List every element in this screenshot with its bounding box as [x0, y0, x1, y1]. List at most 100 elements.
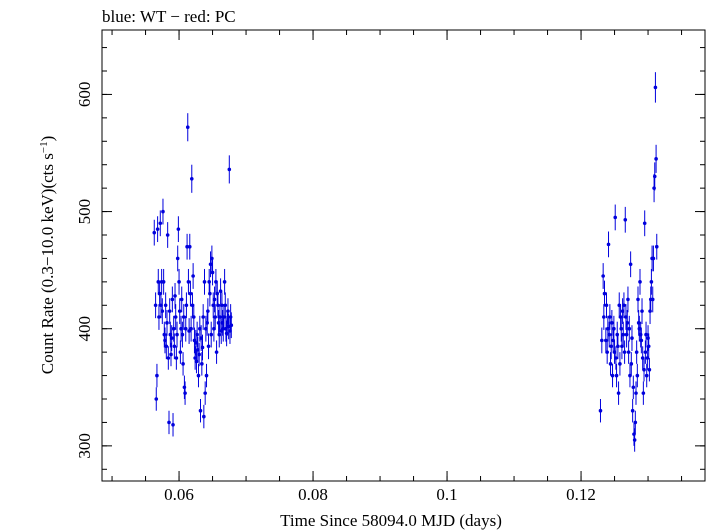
data-point — [154, 387, 159, 411]
data-marker — [155, 227, 160, 231]
data-point — [165, 222, 170, 248]
data-marker — [654, 157, 658, 161]
data-marker — [630, 336, 634, 340]
data-point — [208, 280, 212, 307]
data-marker — [162, 332, 167, 337]
data-marker — [186, 280, 191, 284]
data-point — [610, 363, 615, 388]
data-point — [177, 268, 181, 295]
data-marker — [200, 345, 205, 350]
data-marker — [601, 274, 605, 278]
data-point — [625, 309, 630, 336]
data-marker — [647, 367, 652, 372]
data-marker — [227, 167, 232, 172]
data-marker — [652, 186, 656, 190]
data-marker — [618, 362, 622, 366]
data-marker — [215, 291, 220, 296]
data-marker — [618, 315, 623, 319]
data-marker — [171, 422, 175, 427]
data-marker — [198, 408, 203, 413]
data-point — [614, 346, 618, 370]
data-point — [630, 325, 634, 351]
data-marker — [191, 274, 195, 278]
data-point — [161, 198, 165, 225]
data-point — [160, 298, 165, 325]
data-marker — [649, 280, 654, 284]
data-marker — [182, 385, 187, 390]
data-point — [157, 304, 161, 330]
data-point — [602, 280, 607, 307]
data-point — [210, 259, 215, 286]
data-marker — [610, 373, 615, 378]
data-point — [161, 268, 166, 295]
data-point — [604, 292, 609, 319]
data-point — [605, 340, 609, 364]
data-marker — [152, 230, 157, 235]
data-marker — [175, 256, 180, 261]
data-marker — [166, 356, 171, 360]
data-point — [209, 321, 214, 348]
data-point — [644, 363, 649, 388]
data-marker — [207, 280, 211, 284]
data-point — [155, 216, 160, 243]
data-marker — [157, 315, 161, 319]
data-point — [654, 144, 658, 173]
data-point — [187, 318, 191, 344]
data-point — [621, 321, 626, 348]
data-marker — [229, 323, 234, 328]
data-marker — [191, 315, 196, 319]
data-marker — [177, 309, 182, 313]
data-point — [164, 333, 169, 360]
data-point — [631, 375, 636, 399]
data-point — [189, 315, 193, 342]
data-point — [608, 352, 613, 376]
data-marker — [154, 397, 159, 401]
data-point — [641, 381, 646, 405]
data-marker — [210, 270, 215, 275]
data-marker — [612, 326, 616, 331]
data-point — [614, 363, 619, 388]
data-point — [638, 268, 642, 295]
data-marker — [634, 391, 638, 395]
data-point — [184, 292, 189, 319]
plot-axes — [101, 29, 706, 482]
data-point — [216, 292, 220, 319]
data-marker — [203, 391, 207, 395]
data-marker — [155, 373, 159, 378]
data-point — [174, 346, 179, 370]
data-point — [152, 219, 157, 246]
data-marker — [209, 332, 214, 337]
y-tick-labels: 300 400 500 600 — [75, 82, 94, 459]
data-point — [183, 381, 187, 405]
data-marker — [614, 373, 619, 378]
data-point — [651, 245, 656, 272]
data-marker — [626, 350, 631, 354]
data-marker — [173, 294, 177, 298]
data-point — [226, 298, 230, 325]
data-point — [173, 283, 177, 309]
data-marker — [208, 291, 212, 296]
data-point — [622, 340, 627, 364]
data-marker — [226, 309, 230, 313]
data-marker — [608, 315, 612, 319]
data-point — [169, 342, 173, 367]
data-point — [634, 381, 638, 405]
data-marker — [652, 174, 657, 179]
data-marker — [607, 332, 611, 337]
data-marker — [602, 315, 606, 319]
data-point — [615, 321, 620, 348]
data-point — [607, 321, 611, 348]
data-point — [213, 304, 218, 330]
data-point — [601, 263, 605, 289]
data-point — [222, 268, 227, 295]
data-marker — [188, 291, 193, 296]
data-point — [628, 251, 633, 278]
data-point — [630, 399, 635, 423]
data-marker — [628, 262, 633, 267]
data-marker — [189, 326, 193, 331]
data-point — [212, 286, 217, 313]
y-axis-label: Count Rate (0.3−10.0 keV)(cts s−1) — [38, 136, 57, 375]
data-marker — [181, 362, 185, 366]
data-point — [163, 292, 168, 319]
